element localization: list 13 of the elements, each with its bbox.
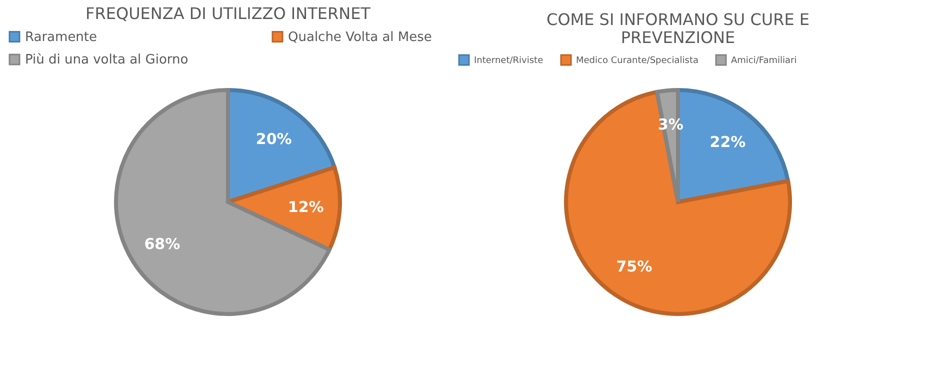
legend-label: Raramente bbox=[25, 30, 98, 45]
data-label: 22% bbox=[710, 132, 746, 151]
data-label: 12% bbox=[288, 198, 324, 216]
legend-label: Più di una volta al Giorno bbox=[25, 52, 188, 68]
legend-label: Medico Curante/Specialista bbox=[576, 56, 698, 66]
chart-title: COME SI INFORMANO SU CURE E PREVENZIONE bbox=[546, 10, 810, 47]
data-label: 75% bbox=[616, 258, 652, 276]
legend-label: Internet/Riviste bbox=[474, 56, 544, 66]
legend-label: Qualche Volta al Mese bbox=[288, 30, 432, 45]
data-label: 20% bbox=[256, 130, 292, 148]
chart-title: FREQUENZA DI UTILIZZO INTERNET bbox=[86, 4, 371, 23]
legend-label: Amici/Familiari bbox=[731, 56, 797, 66]
data-label: 68% bbox=[144, 234, 180, 253]
